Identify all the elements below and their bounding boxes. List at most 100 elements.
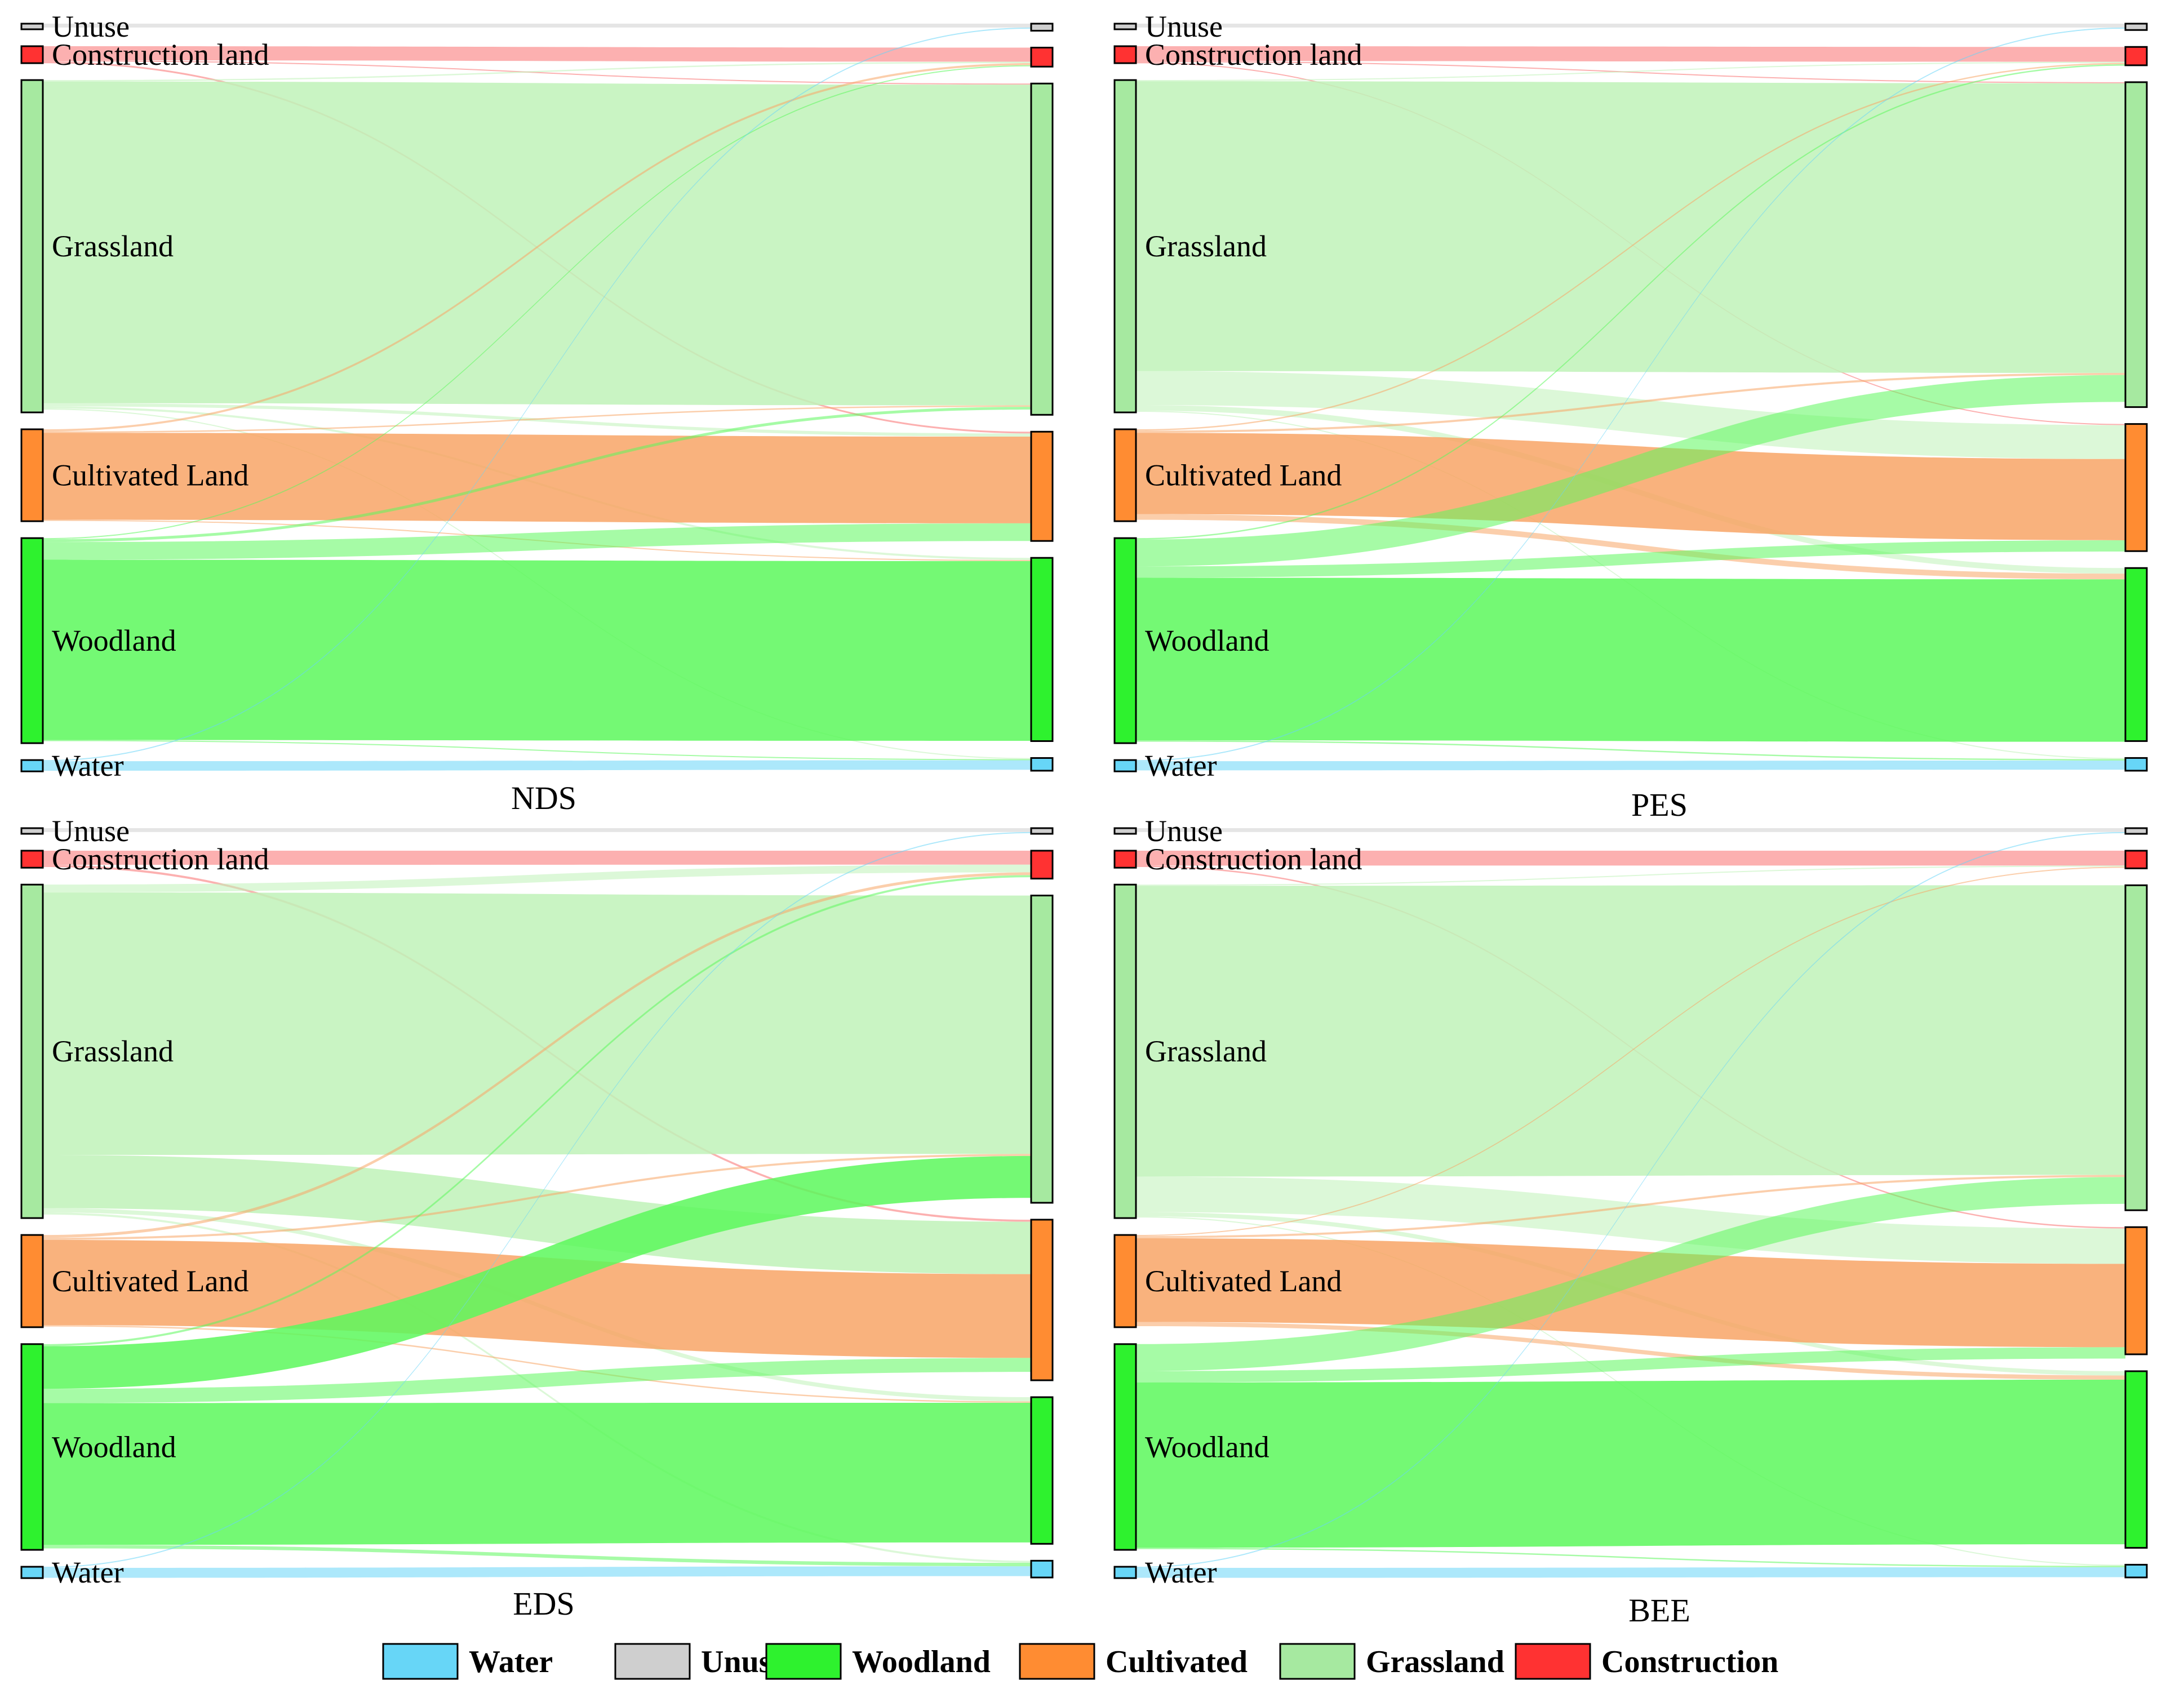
- node-label-cultivated: Cultivated Land: [52, 459, 248, 492]
- link-woodland-to-construction: [1136, 64, 2125, 540]
- node-right-unuse: [1030, 827, 1054, 835]
- node-label-unuse: Unuse: [52, 10, 130, 43]
- node-label-woodland: Woodland: [1145, 1430, 1269, 1464]
- node-left-construction: [20, 850, 44, 869]
- links: [43, 24, 1031, 771]
- legend-label-water: Water: [469, 1644, 553, 1679]
- node-left-cultivated: [1113, 428, 1137, 522]
- node-right-water: [2124, 757, 2148, 772]
- node-label-unuse: Unuse: [52, 814, 130, 848]
- node-left-woodland: [20, 1343, 44, 1551]
- link-woodland-to-grassland: [1136, 1177, 2125, 1371]
- link-water-to-water: [1136, 760, 2125, 771]
- link-water-to-unuse: [1136, 27, 2125, 762]
- link-grassland-to-water: [43, 1212, 1031, 1563]
- node-right-construction: [1030, 850, 1054, 880]
- link-woodland-to-water: [43, 740, 1031, 761]
- links: [43, 828, 1031, 1578]
- link-cultivated-to-woodland: [1136, 1322, 2125, 1380]
- node-label-grassland: Grassland: [52, 229, 174, 263]
- link-woodland-to-woodland: [43, 559, 1031, 741]
- node-right-cultivated: [1030, 430, 1054, 542]
- link-woodland-to-grassland: [1136, 375, 2125, 567]
- node-left-construction: [1113, 850, 1137, 869]
- node-left-cultivated: [20, 428, 44, 522]
- node-right-grassland: [1030, 895, 1054, 1204]
- node-label-construction: Construction land: [52, 38, 269, 72]
- node-right-woodland: [2124, 567, 2148, 742]
- node-label-woodland: Woodland: [52, 1430, 176, 1464]
- node-right-grassland: [1030, 82, 1054, 416]
- node-right-construction: [1030, 47, 1054, 68]
- node-right-woodland: [1030, 1396, 1054, 1545]
- legend-swatch-cultivated: [1019, 1643, 1095, 1680]
- link-construction-to-construction: [1136, 851, 2125, 866]
- node-right-cultivated: [2124, 1226, 2148, 1355]
- legend-label-construction: Construction: [1601, 1644, 1778, 1679]
- node-right-woodland: [1030, 557, 1054, 742]
- node-label-water: Water: [52, 749, 124, 783]
- node-label-grassland: Grassland: [1145, 229, 1267, 263]
- links: [1136, 828, 2125, 1578]
- legend-swatch-unuse: [614, 1643, 691, 1680]
- link-cultivated-to-construction: [43, 63, 1031, 432]
- link-unuse-to-unuse: [1136, 828, 2125, 832]
- legend-label-cultivated: Cultivated: [1106, 1644, 1248, 1679]
- link-cultivated-to-grassland: [1136, 372, 2125, 433]
- node-right-unuse: [2124, 23, 2148, 31]
- link-cultivated-to-grassland: [43, 1154, 1031, 1240]
- link-water-to-water: [43, 760, 1031, 771]
- link-grassland-to-cultivated: [1136, 1176, 2125, 1264]
- link-woodland-to-cultivated: [43, 523, 1031, 560]
- node-left-unuse: [1113, 827, 1137, 835]
- link-grassland-to-cultivated: [1136, 371, 2125, 459]
- link-grassland-to-cultivated: [43, 1155, 1031, 1274]
- link-unuse-to-unuse: [43, 24, 1031, 28]
- link-construction-to-grassland: [43, 60, 1031, 85]
- link-grassland-to-construction: [1136, 61, 2125, 82]
- node-right-grassland: [2124, 884, 2148, 1211]
- node-right-grassland: [2124, 81, 2148, 408]
- panel-title: EDS: [513, 1585, 575, 1622]
- node-label-cultivated: Cultivated Land: [1145, 459, 1342, 492]
- link-water-to-unuse: [43, 27, 1031, 762]
- node-left-unuse: [20, 827, 44, 835]
- node-label-construction: Construction land: [1145, 38, 1362, 72]
- panel-title: NDS: [511, 780, 576, 816]
- node-left-cultivated: [20, 1234, 44, 1328]
- link-grassland-to-grassland: [43, 892, 1031, 1155]
- link-grassland-to-grassland: [1136, 885, 2125, 1177]
- legend: Water Unuse Woodland Cultivated Grassland Con…: [382, 1643, 1778, 1680]
- node-left-woodland: [1113, 1343, 1137, 1551]
- link-cultivated-to-woodland: [43, 1325, 1031, 1403]
- link-woodland-to-woodland: [1136, 1379, 2125, 1548]
- node-label-water: Water: [52, 1555, 124, 1589]
- node-label-woodland: Woodland: [1145, 624, 1269, 657]
- link-water-to-unuse: [1136, 832, 2125, 1568]
- link-woodland-to-grassland: [43, 407, 1031, 543]
- node-right-cultivated: [1030, 1219, 1054, 1381]
- link-woodland-to-grassland: [43, 1155, 1031, 1389]
- link-woodland-to-construction: [43, 65, 1031, 540]
- panel-title: BEE: [1628, 1592, 1690, 1629]
- link-cultivated-to-grassland: [43, 405, 1031, 433]
- node-left-cultivated: [1113, 1234, 1137, 1328]
- link-grassland-to-grassland: [43, 81, 1031, 406]
- node-left-unuse: [1113, 23, 1137, 30]
- node-label-construction: Construction land: [1145, 842, 1362, 876]
- link-cultivated-to-construction: [1136, 63, 2125, 431]
- node-right-cultivated: [2124, 423, 2148, 552]
- legend-label-grassland: Grassland: [1366, 1644, 1504, 1679]
- link-construction-to-construction: [43, 46, 1031, 62]
- node-right-unuse: [1030, 23, 1054, 32]
- node-label-cultivated: Cultivated Land: [1145, 1264, 1342, 1298]
- node-label-grassland: Grassland: [52, 1034, 174, 1068]
- node-label-water: Water: [1145, 1555, 1217, 1589]
- link-woodland-to-construction: [43, 875, 1031, 1346]
- node-left-water: [20, 759, 44, 772]
